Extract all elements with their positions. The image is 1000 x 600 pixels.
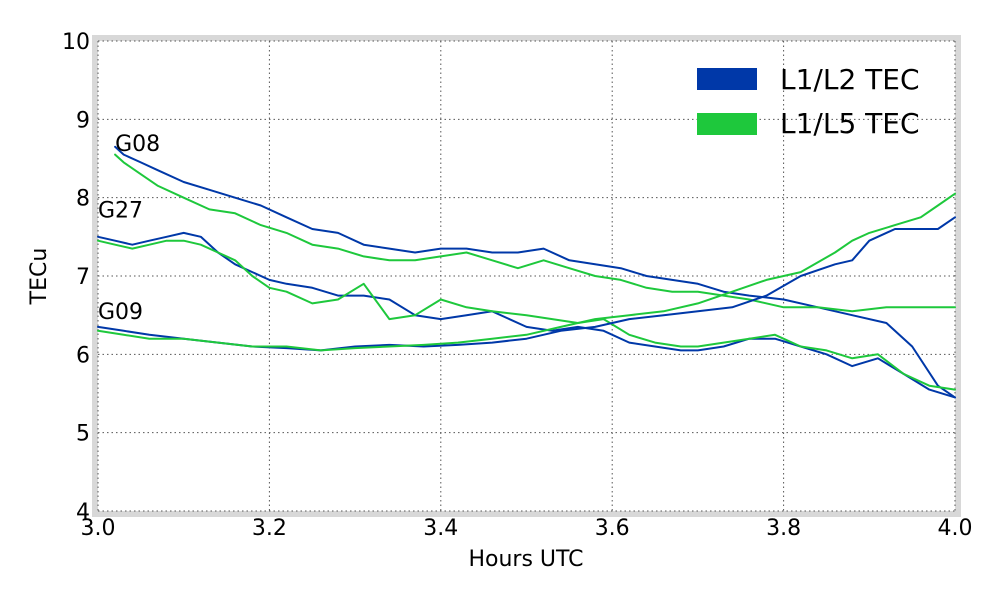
x-tick-label: 3.4	[423, 516, 458, 541]
series-line-g08-l1l2	[114, 145, 956, 399]
x-tick-labels: 3.0 3.2 3.4 3.6 3.8 4.0	[81, 516, 973, 541]
y-tick-label: 8	[76, 187, 90, 212]
x-axis-label: Hours UTC	[468, 547, 583, 572]
x-tick-label: 3.0	[81, 516, 116, 541]
grid-lines	[97, 40, 956, 512]
series-lines	[97, 145, 956, 399]
x-tick-label: 3.6	[595, 516, 630, 541]
legend-label-l1l2: L1/L2 TEC	[780, 63, 920, 96]
y-tick-label: 4	[76, 500, 90, 525]
annotation-g09: G09	[98, 300, 143, 325]
y-tick-labels: 4 5 6 7 8 9 10	[62, 30, 90, 525]
satellite-annotations: G08 G27 G09	[98, 132, 160, 325]
y-tick-label: 6	[76, 343, 90, 368]
y-tick-label: 5	[76, 422, 90, 447]
series-line-g08-l1l5	[114, 153, 956, 313]
series-line-g09-l1l5	[97, 192, 956, 352]
annotation-g08: G08	[115, 132, 160, 157]
legend-label-l1l5: L1/L5 TEC	[780, 107, 920, 140]
legend: L1/L2 TEC L1/L5 TEC	[697, 63, 920, 140]
annotation-g27: G27	[98, 198, 143, 223]
x-tick-label: 4.0	[938, 516, 973, 541]
y-axis-label: TECu	[27, 248, 52, 306]
x-tick-label: 3.2	[252, 516, 287, 541]
x-tick-label: 3.8	[766, 516, 801, 541]
series-line-g27-l1l5	[97, 239, 956, 391]
legend-swatch-l1l2	[697, 68, 757, 90]
legend-swatch-l1l5	[697, 113, 757, 135]
y-tick-label: 7	[76, 265, 90, 290]
y-tick-label: 9	[76, 108, 90, 133]
y-tick-label: 10	[62, 30, 90, 55]
